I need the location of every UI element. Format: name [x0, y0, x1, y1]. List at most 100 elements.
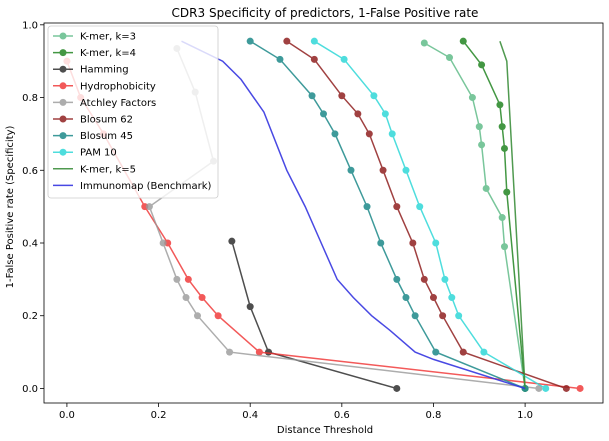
- y-tick-label: 0.8: [22, 93, 38, 104]
- data-point-blosum-45: [432, 348, 440, 356]
- x-tick-label: 0.4: [242, 410, 258, 421]
- data-point-hamming: [246, 303, 254, 311]
- legend-item: [53, 32, 73, 40]
- data-point-k-mer-k-3: [482, 184, 490, 192]
- data-point-k-mer-k-3: [500, 243, 508, 251]
- data-point-blosum-45: [246, 37, 254, 45]
- data-point-blosum-62: [459, 348, 467, 356]
- legend-label: Blosum 62: [80, 115, 133, 126]
- data-point-atchley-factors: [173, 275, 181, 283]
- data-point-blosum-45: [377, 239, 385, 247]
- data-point-pam-10: [441, 275, 449, 283]
- legend-item: [53, 49, 73, 57]
- data-point-hydrophobicity: [184, 275, 192, 283]
- y-tick-label: 0.2: [22, 311, 38, 322]
- data-point-blosum-62: [439, 312, 447, 320]
- series-line-blosum-45: [249, 40, 526, 390]
- data-point-k-mer-k-3: [420, 39, 428, 47]
- data-point-blosum-62: [420, 275, 428, 283]
- data-point-blosum-45: [363, 203, 371, 211]
- plot-area: [63, 37, 584, 392]
- data-point-blosum-62: [310, 55, 318, 63]
- legend-item: [53, 132, 73, 140]
- series-line-pam-10: [313, 40, 547, 390]
- legend-item: [53, 148, 73, 156]
- series-line-k-mer-k-5: [499, 40, 526, 389]
- data-point-blosum-62: [409, 239, 417, 247]
- data-point-pam-10: [381, 110, 389, 118]
- y-tick-label: 0.6: [22, 166, 38, 177]
- x-axis-title: Distance Threshold: [277, 425, 373, 436]
- y-tick-label: 1.0: [22, 20, 38, 31]
- data-point-pam-10: [402, 166, 410, 174]
- series-hamming: [228, 237, 401, 392]
- data-point-blosum-62: [365, 130, 373, 138]
- data-point-atchley-factors: [226, 348, 234, 356]
- data-point-k-mer-k-4: [496, 101, 504, 109]
- legend-label: K-mer, k=4: [80, 48, 136, 59]
- series-k-mer-k-3: [420, 39, 529, 392]
- data-point-k-mer-k-4: [478, 61, 486, 69]
- legend-label: Blosum 45: [80, 131, 133, 142]
- data-point-blosum-45: [402, 294, 410, 302]
- data-point-blosum-62: [354, 110, 362, 118]
- legend-item: [53, 115, 73, 123]
- data-point-blosum-62: [283, 37, 291, 45]
- series-k-mer-k-4: [459, 37, 529, 392]
- series-pam-10: [310, 37, 550, 392]
- data-point-blosum-45: [411, 312, 419, 320]
- data-point-blosum-62: [393, 203, 401, 211]
- series-line-immunomap-benchmark: [181, 40, 526, 390]
- x-tick-label: 0.8: [426, 410, 442, 421]
- data-point-atchley-factors: [535, 384, 543, 392]
- legend-item: [53, 82, 73, 90]
- legend-swatch-marker: [59, 148, 67, 156]
- data-point-blosum-62: [429, 294, 437, 302]
- data-point-atchley-factors: [159, 239, 167, 247]
- legend-swatch-marker: [59, 65, 67, 73]
- legend-swatch-marker: [59, 98, 67, 106]
- x-tick-label: 1.0: [517, 410, 533, 421]
- data-point-blosum-62: [562, 384, 570, 392]
- data-point-pam-10: [480, 348, 488, 356]
- data-point-hydrophobicity: [198, 294, 206, 302]
- data-point-pam-10: [340, 55, 348, 63]
- data-point-atchley-factors: [182, 294, 190, 302]
- x-tick-label: 0.0: [59, 410, 75, 421]
- data-point-hydrophobicity: [576, 384, 584, 392]
- data-point-k-mer-k-4: [500, 144, 508, 152]
- data-point-hydrophobicity: [214, 312, 222, 320]
- data-point-blosum-45: [308, 92, 316, 100]
- data-point-k-mer-k-4: [459, 37, 467, 45]
- data-point-hamming: [265, 348, 273, 356]
- data-point-blosum-45: [331, 130, 339, 138]
- data-point-blosum-45: [276, 55, 284, 63]
- legend-box: [47, 25, 219, 199]
- legend-label: PAM 10: [80, 148, 117, 159]
- legend-label: Hamming: [80, 65, 129, 76]
- data-point-atchley-factors: [193, 312, 201, 320]
- data-point-pam-10: [432, 239, 440, 247]
- data-point-k-mer-k-4: [498, 123, 506, 131]
- data-point-blosum-45: [347, 166, 355, 174]
- data-point-k-mer-k-3: [446, 54, 454, 62]
- legend-swatch-marker: [59, 82, 67, 90]
- plot-frame: [43, 22, 604, 404]
- legend-swatch-marker: [59, 132, 67, 140]
- data-point-blosum-45: [393, 275, 401, 283]
- x-tick-label: 0.2: [151, 410, 167, 421]
- x-tick-label: 0.6: [334, 410, 350, 421]
- data-point-hamming: [393, 384, 401, 392]
- chart-title: CDR3 Specificity of predictors, 1-False …: [172, 6, 479, 20]
- data-point-k-mer-k-3: [475, 123, 483, 131]
- data-point-pam-10: [542, 384, 550, 392]
- data-point-pam-10: [310, 37, 318, 45]
- y-tick-label: 0.0: [22, 384, 38, 395]
- data-point-atchley-factors: [145, 203, 153, 211]
- legend-item: [53, 65, 73, 73]
- data-point-blosum-45: [320, 110, 327, 118]
- series-immunomap-benchmark: [181, 40, 526, 390]
- legend-item: [53, 98, 73, 106]
- series-blosum-62: [283, 37, 570, 392]
- series-blosum-45: [246, 37, 529, 392]
